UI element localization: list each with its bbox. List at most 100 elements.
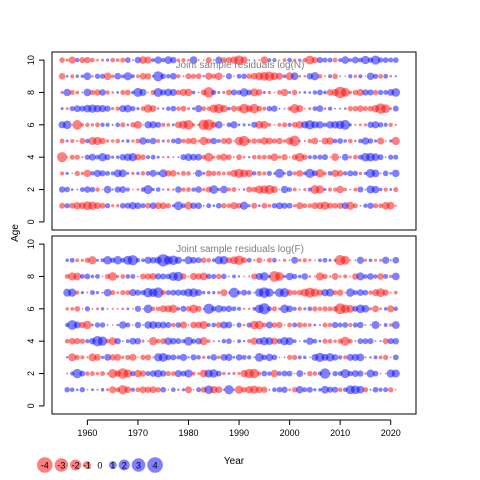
residual-bubble bbox=[240, 201, 249, 210]
residual-bubble bbox=[230, 89, 238, 96]
residual-bubble bbox=[81, 307, 84, 310]
residual-bubble bbox=[153, 87, 163, 97]
residual-bubble bbox=[273, 123, 276, 126]
residual-bubble bbox=[307, 323, 312, 327]
residual-bubble bbox=[210, 137, 218, 145]
residual-bubble bbox=[228, 275, 230, 278]
residual-bubble bbox=[241, 386, 247, 393]
residual-bubble bbox=[96, 307, 99, 311]
residual-bubble bbox=[101, 275, 104, 278]
residual-bubble bbox=[97, 336, 108, 346]
residual-bubble bbox=[190, 338, 197, 344]
residual-bubble bbox=[211, 306, 217, 312]
residual-bubble bbox=[233, 156, 235, 159]
residual-bubble bbox=[373, 355, 378, 360]
residual-bubble bbox=[99, 73, 106, 79]
residual-bubble bbox=[165, 354, 172, 361]
residual-bubble bbox=[377, 89, 384, 96]
residual-bubble bbox=[211, 322, 217, 328]
residual-bubble bbox=[57, 152, 68, 163]
residual-bubble bbox=[241, 289, 248, 296]
residual-bubble bbox=[79, 187, 85, 192]
residual-bubble bbox=[90, 371, 95, 376]
residual-bubble bbox=[228, 287, 240, 298]
residual-bubble bbox=[239, 88, 249, 97]
legend-label: 2 bbox=[122, 461, 127, 471]
residual-bubble bbox=[292, 290, 298, 296]
residual-bubble bbox=[308, 356, 311, 359]
residual-bubble bbox=[261, 322, 267, 328]
residual-bubble bbox=[297, 258, 302, 263]
residual-bubble bbox=[139, 56, 147, 64]
residual-bubble bbox=[247, 138, 252, 144]
residual-bubble bbox=[123, 72, 132, 81]
residual-bubble bbox=[203, 87, 215, 98]
residual-bubble bbox=[172, 156, 175, 159]
residual-bubble bbox=[241, 73, 247, 80]
residual-bubble bbox=[115, 58, 120, 62]
legend-bubble bbox=[37, 457, 53, 473]
residual-bubble bbox=[367, 138, 374, 144]
residual-bubble bbox=[156, 139, 161, 143]
y-tick-label: 6 bbox=[26, 122, 36, 127]
residual-bubble bbox=[353, 74, 358, 79]
residual-bubble bbox=[248, 59, 251, 61]
residual-bubble bbox=[383, 187, 388, 192]
residual-bubble bbox=[80, 355, 85, 360]
residual-bubble bbox=[261, 154, 267, 160]
residual-bubble bbox=[98, 104, 107, 113]
residual-bubble bbox=[124, 386, 132, 394]
residual-bubble bbox=[59, 171, 65, 176]
residual-bubble bbox=[343, 187, 347, 192]
residual-bubble bbox=[378, 203, 383, 209]
residual-bubble bbox=[337, 387, 343, 392]
residual-bubble bbox=[111, 307, 114, 310]
residual-bubble bbox=[287, 57, 292, 63]
residual-bubble bbox=[132, 307, 134, 310]
residual-bubble bbox=[339, 107, 342, 110]
residual-bubble bbox=[394, 123, 397, 126]
residual-bubble bbox=[140, 154, 146, 160]
residual-bubble bbox=[245, 169, 253, 178]
residual-bubble bbox=[358, 171, 363, 176]
residual-bubble bbox=[65, 58, 69, 62]
residual-bubble bbox=[356, 385, 365, 394]
residual-bubble bbox=[237, 371, 241, 376]
residual-bubble bbox=[81, 91, 84, 94]
residual-bubble bbox=[358, 138, 363, 144]
residual-bubble bbox=[175, 338, 182, 345]
residual-bubble bbox=[384, 140, 387, 142]
residual-bubble bbox=[391, 136, 400, 146]
residual-bubble bbox=[220, 289, 228, 297]
residual-bubble bbox=[65, 258, 69, 263]
residual-bubble bbox=[72, 368, 82, 379]
residual-bubble bbox=[392, 354, 399, 361]
residual-bubble bbox=[315, 185, 325, 194]
residual-bubble bbox=[64, 203, 70, 209]
residual-bubble bbox=[313, 388, 317, 392]
residual-bubble bbox=[288, 259, 291, 262]
residual-bubble bbox=[317, 306, 323, 312]
residual-bubble bbox=[373, 274, 378, 279]
residual-bubble bbox=[303, 372, 307, 375]
residual-bubble bbox=[328, 187, 333, 192]
residual-bubble bbox=[239, 103, 250, 114]
residual-bubble bbox=[201, 290, 206, 295]
residual-bubble bbox=[233, 340, 235, 343]
residual-bubble bbox=[75, 74, 79, 78]
residual-bubble bbox=[384, 156, 387, 159]
residual-bubble bbox=[94, 202, 101, 210]
residual-bubble bbox=[247, 339, 252, 344]
residual-bubble bbox=[312, 338, 318, 344]
residual-bubble bbox=[348, 58, 353, 63]
residual-bubble bbox=[65, 74, 69, 78]
residual-bubble bbox=[64, 338, 70, 344]
residual-bubble bbox=[327, 57, 333, 63]
residual-bubble bbox=[149, 105, 157, 113]
residual-bubble bbox=[165, 290, 171, 296]
residual-bubble bbox=[311, 56, 319, 64]
residual-bubble bbox=[115, 155, 120, 159]
legend-label: 4 bbox=[153, 461, 158, 471]
residual-bubble bbox=[277, 155, 282, 159]
residual-bubble bbox=[158, 352, 168, 362]
